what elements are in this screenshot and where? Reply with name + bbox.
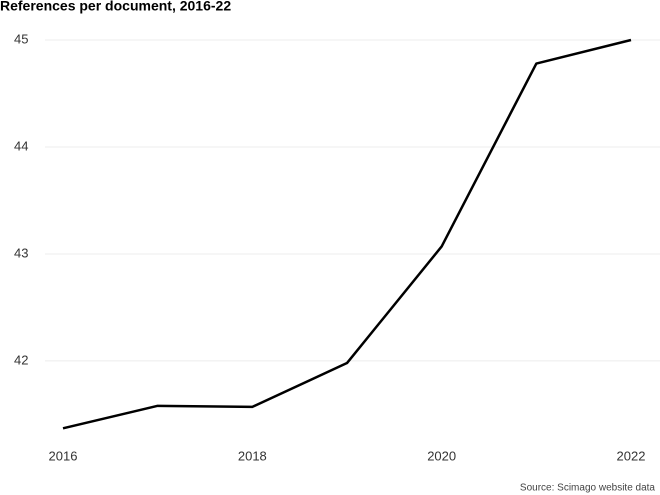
x-tick-label: 2020	[427, 448, 456, 463]
source-note: Source: Scimago website data	[520, 483, 656, 494]
data-line	[62, 38, 632, 430]
y-tick-label: 42	[14, 352, 28, 367]
x-tick-label: 2016	[49, 448, 78, 463]
x-tick-label: 2022	[617, 448, 646, 463]
y-tick-label: 43	[14, 245, 28, 260]
y-tick-label: 44	[14, 138, 28, 153]
y-tick-label: 45	[14, 31, 28, 46]
chart-title: References per document, 2016-22	[0, 0, 231, 14]
x-tick-label: 2018	[238, 448, 267, 463]
